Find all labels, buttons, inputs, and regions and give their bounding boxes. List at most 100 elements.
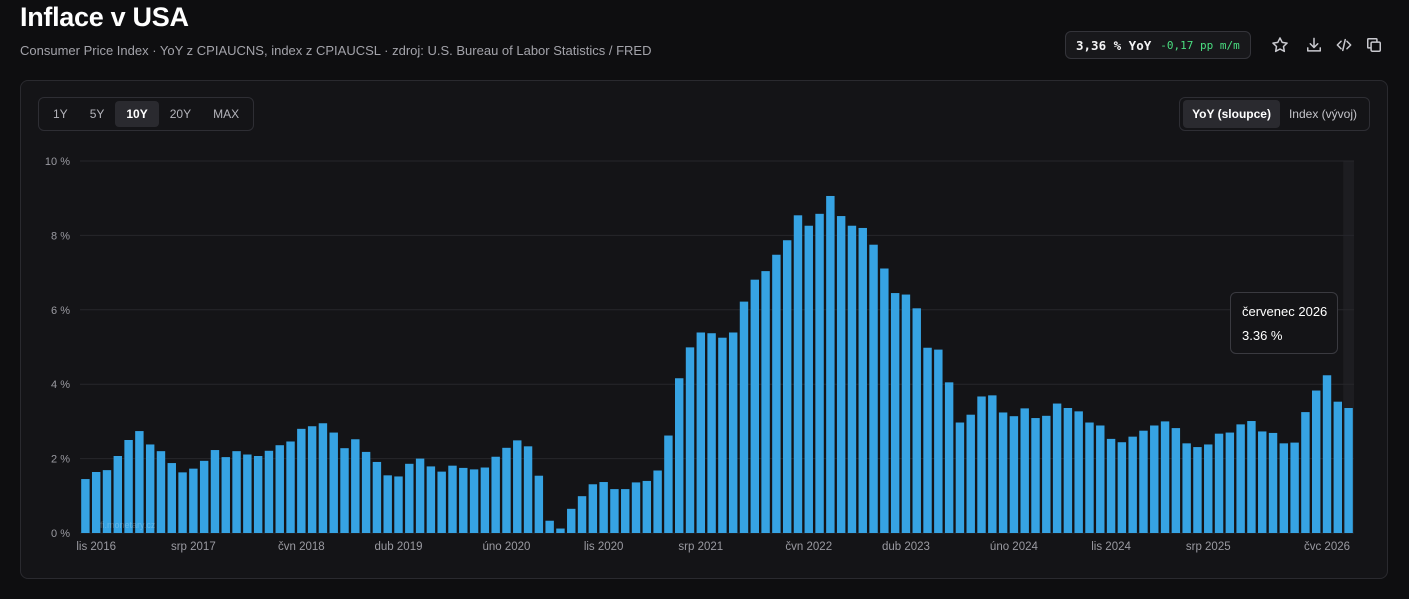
bar[interactable] (1204, 444, 1213, 533)
bar[interactable] (1236, 424, 1245, 533)
bar[interactable] (415, 458, 425, 533)
bar[interactable] (1074, 411, 1083, 533)
bar[interactable] (567, 508, 576, 533)
bar[interactable] (642, 480, 652, 533)
bar[interactable] (307, 426, 317, 533)
bar[interactable] (966, 414, 975, 533)
bar[interactable] (102, 470, 112, 533)
bar[interactable] (728, 332, 738, 533)
bar[interactable] (1193, 447, 1202, 533)
bar[interactable] (599, 482, 608, 533)
bar[interactable] (1225, 432, 1235, 533)
bar[interactable] (361, 451, 371, 533)
range-button-1y[interactable]: 1Y (53, 107, 68, 121)
bar[interactable] (621, 489, 630, 533)
bar[interactable] (81, 479, 90, 533)
bar[interactable] (145, 444, 155, 533)
range-button-5y[interactable]: 5Y (89, 107, 105, 121)
bar[interactable] (869, 244, 878, 533)
mode-button-index[interactable]: Index (vývoj) (1288, 107, 1357, 121)
bar[interactable] (556, 528, 565, 533)
bar[interactable] (135, 431, 144, 533)
bar[interactable] (772, 254, 781, 533)
bar[interactable] (826, 195, 835, 533)
star-icon[interactable] (1270, 35, 1290, 55)
bar[interactable] (1301, 412, 1310, 533)
range-button-10y[interactable]: 10Y (115, 101, 159, 127)
bar[interactable] (351, 439, 360, 533)
bar[interactable] (858, 227, 867, 533)
bar[interactable] (653, 470, 662, 533)
bar[interactable] (178, 472, 187, 533)
download-icon[interactable] (1304, 35, 1324, 55)
bar[interactable] (426, 466, 436, 533)
bar[interactable] (664, 435, 673, 533)
bar[interactable] (1009, 416, 1019, 533)
bar[interactable] (448, 465, 457, 533)
bar[interactable] (243, 454, 252, 533)
bar[interactable] (469, 469, 479, 533)
bar[interactable] (534, 475, 544, 533)
bar[interactable] (459, 467, 468, 533)
bar[interactable] (998, 412, 1008, 533)
bar[interactable] (1290, 442, 1299, 533)
bar[interactable] (782, 240, 792, 533)
bar[interactable] (1042, 415, 1051, 533)
bar[interactable] (1096, 425, 1105, 533)
bar[interactable] (1031, 418, 1040, 533)
bar[interactable] (340, 448, 349, 533)
range-button-20y[interactable]: 20Y (169, 107, 192, 121)
bar[interactable] (124, 440, 133, 533)
bar[interactable] (804, 225, 813, 533)
bar[interactable] (502, 447, 511, 533)
bar[interactable] (1247, 421, 1256, 533)
bar[interactable] (847, 225, 857, 533)
mode-button-yoy[interactable]: YoY (sloupce) (1183, 100, 1280, 128)
bar[interactable] (264, 450, 274, 533)
bar[interactable] (1106, 438, 1116, 533)
bar[interactable] (383, 475, 392, 533)
bar[interactable] (1258, 431, 1267, 533)
bar[interactable] (167, 463, 176, 533)
bar[interactable] (750, 279, 759, 533)
bar[interactable] (437, 471, 446, 533)
bar[interactable] (1052, 403, 1062, 533)
bar[interactable] (588, 484, 598, 533)
bar[interactable] (405, 463, 414, 533)
bar[interactable] (718, 337, 727, 533)
bar[interactable] (156, 451, 166, 533)
bar[interactable] (1333, 401, 1343, 533)
bar[interactable] (1322, 375, 1332, 533)
bar[interactable] (707, 333, 716, 533)
bar[interactable] (318, 423, 328, 533)
bar[interactable] (934, 349, 943, 533)
bar[interactable] (1279, 443, 1289, 533)
bar[interactable] (491, 456, 500, 533)
bar[interactable] (1171, 428, 1181, 533)
bar[interactable] (890, 293, 900, 533)
bar[interactable] (944, 382, 954, 533)
bar[interactable] (480, 467, 490, 533)
bar[interactable] (793, 215, 803, 533)
bar[interactable] (189, 468, 198, 533)
bar[interactable] (815, 213, 824, 533)
copy-icon[interactable] (1364, 35, 1384, 55)
bar[interactable] (955, 422, 965, 533)
bar[interactable] (1344, 408, 1353, 533)
bar[interactable] (1150, 425, 1159, 533)
bar[interactable] (631, 482, 641, 533)
bar[interactable] (1182, 443, 1191, 533)
bar[interactable] (1063, 408, 1073, 533)
bar[interactable] (1117, 442, 1127, 533)
bar[interactable] (329, 432, 338, 533)
bar[interactable] (685, 347, 695, 533)
bar[interactable] (988, 395, 997, 533)
bar[interactable] (696, 332, 706, 533)
bar[interactable] (977, 396, 986, 533)
range-button-max[interactable]: MAX (213, 107, 240, 121)
bar[interactable] (1160, 421, 1170, 533)
bar[interactable] (1128, 436, 1137, 533)
bar[interactable] (91, 471, 101, 533)
bar[interactable] (275, 445, 284, 533)
